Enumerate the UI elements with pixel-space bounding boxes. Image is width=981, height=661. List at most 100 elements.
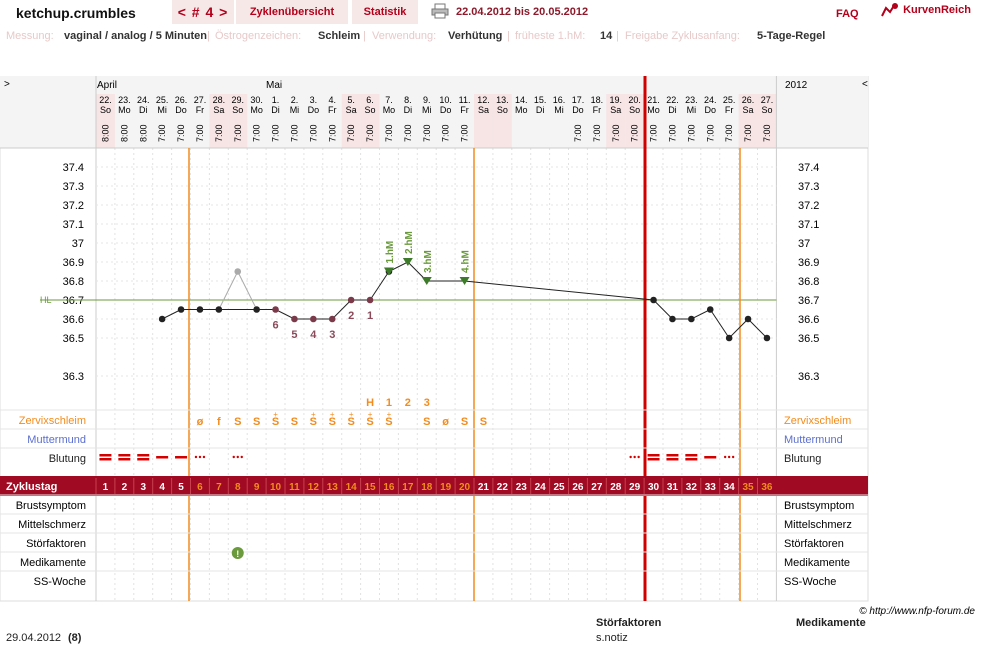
day-time: 7:00: [724, 124, 734, 142]
footer-count: (8): [68, 632, 82, 644]
ss-woche-row-label-left: SS-Woche: [34, 576, 86, 588]
day-time: 7:00: [743, 124, 753, 142]
stoerfaktor-icon-glyph: !: [236, 549, 239, 559]
verwendung-value: Verhütung: [448, 30, 503, 42]
faq-link[interactable]: FAQ: [836, 8, 859, 20]
cycle-day-number: 10: [270, 482, 282, 493]
day-date: 4.: [328, 95, 336, 105]
stoerfaktoren-row-label-left: Störfaktoren: [26, 538, 86, 550]
day-weekday: Sa: [743, 105, 754, 115]
cycle-chart: 22.So8:0023.Mo8:0024.Di8:0025.Mi7:0026.D…: [0, 76, 975, 617]
day-date: 15.: [534, 95, 547, 105]
day-date: 26.: [175, 95, 188, 105]
day-date: 8.: [404, 95, 412, 105]
cycle-day-number: 16: [383, 482, 395, 493]
footer-note: s.notiz: [596, 632, 628, 644]
username: ketchup.crumbles: [16, 5, 136, 21]
cycle-day-number: 13: [327, 482, 339, 493]
brustsymptom-row-label-right: Brustsymptom: [784, 500, 854, 512]
day-weekday: Mo: [250, 105, 263, 115]
day-time: 7:00: [403, 124, 413, 142]
day-weekday: Di: [404, 105, 413, 115]
y-tick-left: 37.1: [63, 219, 84, 231]
weekend-column: [360, 94, 380, 148]
weekend-column: [96, 94, 115, 148]
spotting-mark: [637, 455, 640, 459]
zervix-value: S: [347, 416, 354, 428]
stoerfaktoren-row-label-right: Störfaktoren: [784, 538, 844, 550]
weekend-column: [606, 94, 626, 148]
top-bar: ketchup.crumbles < # 4 > Zyklenübersicht…: [0, 0, 981, 26]
y-tick-left: 36.3: [63, 371, 84, 383]
zervix-value: S: [385, 416, 392, 428]
tab-statistik[interactable]: Statistik: [352, 0, 418, 24]
day-weekday: Mi: [290, 105, 300, 115]
higher-measurement-marker: [421, 277, 432, 285]
zervix-plus: +: [349, 410, 354, 419]
day-weekday: Fr: [725, 105, 734, 115]
cycle-day-number: 21: [478, 482, 490, 493]
bleeding-mark: [118, 454, 131, 457]
bleeding-mark: [118, 458, 131, 461]
spotting-mark: [633, 455, 636, 459]
bleeding-mark: [704, 456, 717, 459]
day-weekday: Mi: [554, 105, 564, 115]
zervix-plus: +: [273, 410, 278, 419]
printer-icon[interactable]: [431, 3, 449, 19]
day-time: 7:00: [289, 124, 299, 142]
day-date: 3.: [310, 95, 318, 105]
temperature-point: [158, 315, 166, 323]
y-tick-left: 37.4: [63, 162, 84, 174]
cycle-day-number: 9: [254, 482, 260, 493]
cycle-navigation[interactable]: < # 4 >: [172, 0, 234, 24]
day-weekday: So: [497, 105, 508, 115]
zyklustag-label: Zyklustag: [6, 481, 57, 493]
tab-zyklenuebersicht[interactable]: Zyklenübersicht: [236, 0, 348, 24]
bleeding-mark: [685, 458, 698, 461]
temperature-point: [366, 296, 374, 304]
bleeding-mark: [156, 456, 169, 459]
zervix-value: S: [291, 416, 298, 428]
cycle-day-number: 34: [724, 482, 736, 493]
hm-value: 14: [600, 30, 613, 42]
weekend-column: [209, 94, 229, 148]
cycle-day-number: 7: [216, 482, 222, 493]
bleeding-mark: [175, 456, 188, 459]
spotting-mark: [198, 455, 202, 459]
oestrogen-label: Östrogenzeichen:: [215, 30, 302, 42]
day-time: 7:00: [611, 124, 621, 142]
cycle-day-number: 2: [122, 482, 128, 493]
bleeding-mark: [99, 458, 112, 461]
temperature-point: [763, 334, 771, 342]
day-time: 7:00: [214, 124, 224, 142]
temperature-point: [669, 315, 676, 323]
cycle-day-number: 24: [535, 482, 547, 493]
bleeding-mark: [685, 454, 698, 457]
cycle-day-number: 19: [440, 482, 452, 493]
day-date: 16.: [553, 95, 566, 105]
day-time: 7:00: [573, 124, 583, 142]
freigabe-label: Freigabe Zyklusanfang:: [625, 30, 740, 42]
day-date: 30.: [250, 95, 263, 105]
day-date: 27.: [194, 95, 207, 105]
temperature-point: [215, 306, 223, 313]
day-date: 25.: [723, 95, 736, 105]
cycle-day-number: 35: [742, 482, 754, 493]
messung-label: Messung:: [6, 30, 54, 42]
day-weekday: Fr: [196, 105, 205, 115]
weekend-column: [625, 94, 645, 148]
peak-label: H: [366, 397, 374, 409]
count-label: 5: [291, 329, 297, 341]
cycle-day-number: 4: [159, 482, 165, 493]
bleeding-mark: [666, 454, 679, 457]
copyright: © http://www.nfp-forum.de: [859, 606, 975, 617]
cycle-day-number: 30: [648, 482, 660, 493]
cycle-day-number: 18: [421, 482, 433, 493]
hm-label: früheste 1.hM:: [515, 30, 586, 42]
cycle-day-number: 1: [103, 482, 109, 493]
day-time: 7:00: [686, 124, 696, 142]
kurvenreich-logo[interactable]: KurvenReich: [880, 2, 971, 18]
day-date: 18.: [591, 95, 604, 105]
day-date: 2.: [291, 95, 299, 105]
spotting-mark: [629, 455, 632, 459]
